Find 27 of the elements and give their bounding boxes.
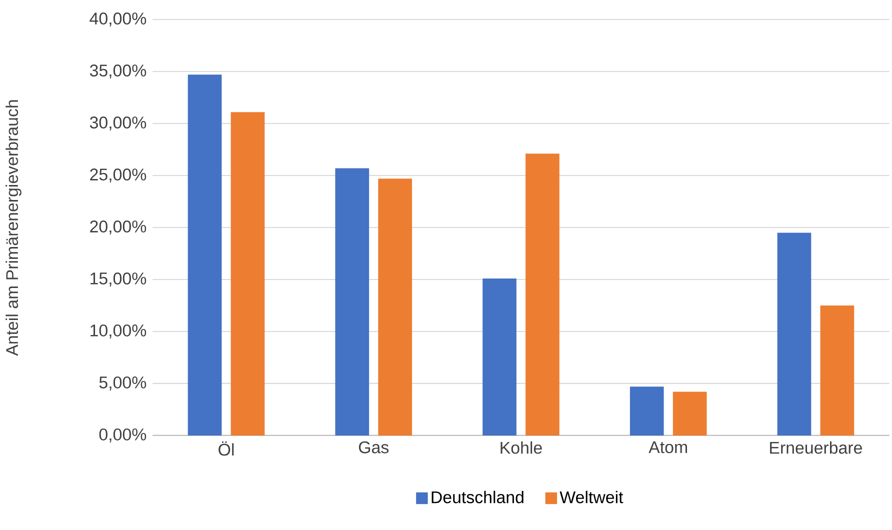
y-tick-label: 0,00% <box>99 428 146 442</box>
y-tick-label: 35,00% <box>90 64 146 78</box>
y-tick-label: 25,00% <box>90 168 146 182</box>
x-tick-label: Erneuerbare <box>770 441 862 454</box>
y-tick-label: 15,00% <box>90 272 146 286</box>
x-tick-label: Öl <box>218 441 234 456</box>
y-tick-label: 20,00% <box>90 220 146 234</box>
bar <box>335 168 370 436</box>
y-tick-label: 40,00% <box>90 12 146 26</box>
legend-label: Deutschland <box>432 490 524 504</box>
y-tick-label: 10,00% <box>90 324 146 338</box>
y-axis-title: Anteil am Primärenergieverbrauch <box>6 100 22 356</box>
bar <box>820 305 854 436</box>
bar <box>630 386 664 436</box>
x-tick-label: Kohle <box>500 441 542 454</box>
bar <box>777 232 812 436</box>
bar <box>672 392 707 436</box>
bar <box>230 112 265 436</box>
x-tick-label: Atom <box>648 441 687 454</box>
y-tick-label: 30,00% <box>90 116 146 130</box>
bar <box>188 74 222 436</box>
x-tick-label: Gas <box>358 441 389 454</box>
bar <box>526 154 560 436</box>
legend-label: Weltweit <box>560 490 624 504</box>
bar <box>482 278 516 436</box>
bar <box>378 178 412 436</box>
y-tick-label: 5,00% <box>99 376 146 390</box>
